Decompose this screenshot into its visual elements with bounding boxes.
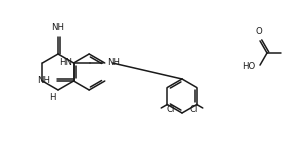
Text: H: H [49,93,56,102]
Text: NH: NH [107,58,121,66]
Text: Cl: Cl [166,104,175,114]
Text: Cl: Cl [189,104,198,114]
Text: HN: HN [60,58,73,66]
Text: O: O [256,27,262,36]
Text: NH: NH [51,22,64,32]
Text: HO: HO [242,62,255,71]
Text: NH: NH [38,75,51,85]
